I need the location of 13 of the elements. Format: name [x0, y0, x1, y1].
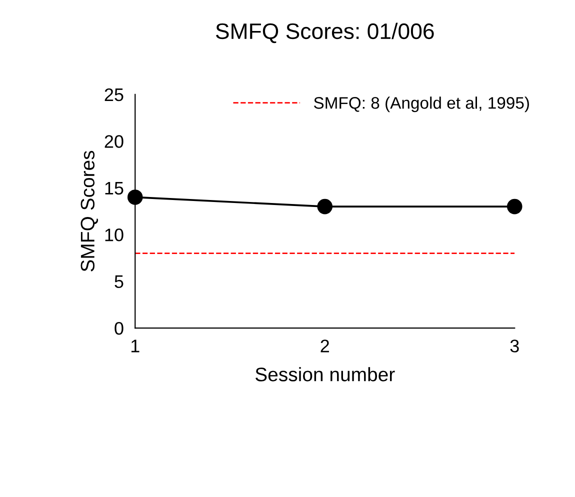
y-axis-title: SMFQ Scores [80, 150, 98, 272]
x-axis-title: Session number [256, 367, 395, 382]
x-tick-label: 3 [510, 340, 519, 352]
y-tick-label: 10 [105, 228, 124, 242]
y-tick-label: 25 [104, 88, 124, 102]
legend-label: SMFQ: 8 (Angold et al, 1995) [314, 96, 529, 112]
x-tick-label: 2 [320, 340, 329, 352]
y-tick-label: 20 [104, 135, 124, 148]
y-tick-label: 0 [114, 322, 124, 335]
chart-title: SMFQ Scores: 01/006 [216, 22, 434, 44]
x-tick-label: 1 [131, 340, 140, 352]
y-tick-label: 15 [105, 182, 124, 195]
y-tick-label: 5 [114, 275, 124, 288]
